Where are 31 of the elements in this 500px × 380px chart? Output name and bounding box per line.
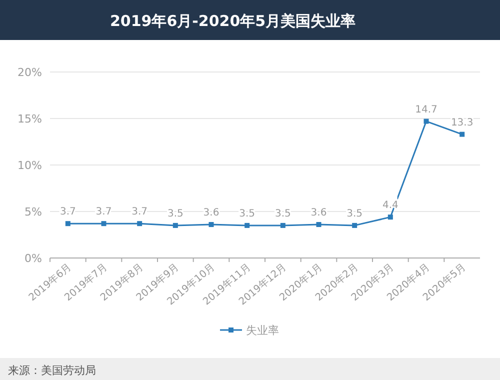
data-label: 3.7 xyxy=(60,206,76,218)
data-label: 3.7 xyxy=(96,206,112,218)
data-label: 3.5 xyxy=(274,208,291,220)
y-tick-label: 20% xyxy=(18,66,42,79)
point xyxy=(172,222,178,228)
source-note: 来源：美国劳动局 xyxy=(8,364,96,377)
point xyxy=(460,132,465,137)
y-tick-label: 10% xyxy=(18,159,42,172)
data-label: 3.5 xyxy=(167,208,184,220)
data-label: 3.6 xyxy=(203,208,220,219)
y-tick-label: 15% xyxy=(18,112,42,126)
chart-title: 2019年6月-2020年5月美国失业率 xyxy=(110,12,356,30)
point xyxy=(388,214,393,220)
data-label: 3.7 xyxy=(132,206,148,218)
y-tick-label: 0% xyxy=(24,252,42,265)
data-label: 13.3 xyxy=(450,117,474,128)
point xyxy=(352,222,358,228)
point xyxy=(316,222,322,228)
point xyxy=(208,222,214,228)
data-label: 3.5 xyxy=(346,208,363,220)
point xyxy=(101,221,106,226)
legend-label: 失业率 xyxy=(246,324,279,337)
point xyxy=(424,118,429,124)
data-label: 3.6 xyxy=(310,208,327,219)
point xyxy=(280,222,286,228)
point xyxy=(244,222,250,228)
data-label: 3.5 xyxy=(239,208,256,220)
point xyxy=(65,221,70,226)
y-tick-label: 5% xyxy=(24,206,42,218)
point xyxy=(137,221,142,226)
data-label: 14.7 xyxy=(415,104,438,116)
